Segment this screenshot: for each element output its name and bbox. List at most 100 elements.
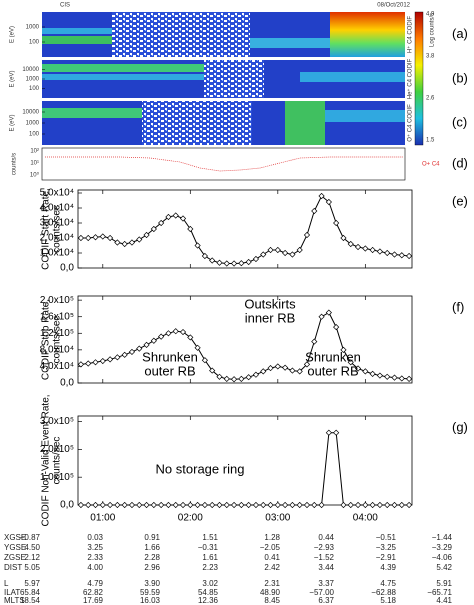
data-point xyxy=(165,213,172,221)
cell: 5.42 xyxy=(436,563,452,572)
colorbar-tick-label: 3.8 xyxy=(426,54,435,60)
panel-label: (c) xyxy=(452,114,467,129)
panel-label: (b) xyxy=(452,70,468,85)
annotation: Shrunken xyxy=(305,349,361,364)
cell: 1.66 xyxy=(144,543,160,552)
data-point xyxy=(201,357,208,364)
y-tick-label: 8,0x10⁴ xyxy=(40,344,74,355)
data-point xyxy=(92,501,99,509)
data-point xyxy=(354,243,362,251)
data-point xyxy=(114,239,121,246)
data-point xyxy=(128,501,136,509)
row-label: L xyxy=(4,579,9,588)
cell: 5.18 xyxy=(380,596,396,605)
data-point xyxy=(209,501,216,509)
y-tick-label: 2,0x10⁵ xyxy=(40,444,74,455)
cell: −2.93 xyxy=(314,543,335,552)
y-tick-label: 100 xyxy=(29,132,40,138)
cell: 3.90 xyxy=(144,579,160,588)
cell: −0.87 xyxy=(20,533,41,542)
data-point xyxy=(303,361,311,368)
annotation: Outskirts xyxy=(244,296,296,311)
plot-frame xyxy=(77,415,413,506)
data-point xyxy=(252,501,260,509)
data-point xyxy=(216,373,223,380)
data-point xyxy=(77,234,85,242)
row-label: DIST xyxy=(4,563,22,572)
data-point xyxy=(92,359,99,366)
data-point xyxy=(172,212,179,219)
data-point xyxy=(238,375,245,382)
data-point xyxy=(376,248,384,255)
data-point xyxy=(333,323,340,331)
data-point xyxy=(318,192,325,200)
data-point xyxy=(362,245,369,252)
cell: 17.69 xyxy=(83,596,104,605)
cell: 5.05 xyxy=(24,563,40,572)
y-tick-label: 2,0x10⁵ xyxy=(40,295,74,306)
data-point xyxy=(223,501,230,509)
data-point xyxy=(106,501,114,509)
data-point xyxy=(289,367,296,374)
annotation: outer RB xyxy=(307,363,358,378)
data-point xyxy=(369,501,376,509)
cell: 8.45 xyxy=(264,596,280,605)
plot-frame xyxy=(77,189,413,269)
cell: 4.79 xyxy=(87,579,103,588)
cell: −1.44 xyxy=(432,533,453,542)
cell: 18.54 xyxy=(20,596,41,605)
data-point xyxy=(354,501,362,509)
row-label: XGSE xyxy=(4,533,26,542)
data-point xyxy=(391,501,398,509)
data-point xyxy=(172,501,179,509)
data-point xyxy=(318,313,325,320)
cell: 4.41 xyxy=(436,596,452,605)
y-tick-label: 1,0x10⁴ xyxy=(40,248,74,259)
y-tick-label: 10⁰ xyxy=(30,172,40,179)
panel-label: (e) xyxy=(452,193,468,208)
data-point xyxy=(245,501,252,509)
data-point xyxy=(114,501,121,509)
y-tick-label: 10000 xyxy=(22,67,39,73)
counts-panel xyxy=(41,147,406,181)
x-tick-label: 01:00 xyxy=(90,513,115,524)
y-tick-label: 1,2x10⁵ xyxy=(40,328,74,339)
data-point xyxy=(318,501,325,509)
colorbar xyxy=(414,11,424,146)
cell: 65.84 xyxy=(20,588,41,597)
data-point xyxy=(209,257,216,264)
cell: 2.42 xyxy=(264,563,280,572)
data-point xyxy=(223,260,230,267)
data-point xyxy=(136,501,143,509)
y-axis-title: counts/sec xyxy=(52,316,63,364)
data-point xyxy=(230,260,238,267)
y-tick-label: 2,0x10⁴ xyxy=(40,233,74,244)
data-point xyxy=(128,239,136,246)
data-point xyxy=(405,375,413,382)
spectrogram-b xyxy=(42,60,405,98)
y-tick-label: 10¹ xyxy=(30,161,39,167)
row-label: ZGSE xyxy=(4,553,26,562)
data-point xyxy=(325,198,332,206)
cell: 0.03 xyxy=(87,533,103,542)
data-point xyxy=(296,246,303,254)
data-point xyxy=(252,371,260,378)
y-axis-title: CODIF Stop Rate, xyxy=(41,299,52,380)
data-point xyxy=(376,501,384,509)
data-point xyxy=(172,328,179,335)
data-point xyxy=(260,501,267,509)
data-point xyxy=(77,361,85,368)
data-point xyxy=(282,364,289,371)
y-axis-title: CODIF Start Rate, xyxy=(41,188,52,270)
cell: 4.00 xyxy=(87,563,103,572)
annotation: outer RB xyxy=(144,363,195,378)
data-point xyxy=(187,501,194,509)
colorbar-title: Log counts/s xyxy=(430,13,436,47)
y-axis-title: E (eV) xyxy=(10,114,16,131)
cell: 1.61 xyxy=(202,553,218,562)
y-axis-title: E (eV) xyxy=(10,26,16,43)
data-point xyxy=(260,251,267,258)
data-point xyxy=(282,501,289,509)
cell: 4.50 xyxy=(24,543,40,552)
data-point xyxy=(303,231,311,239)
